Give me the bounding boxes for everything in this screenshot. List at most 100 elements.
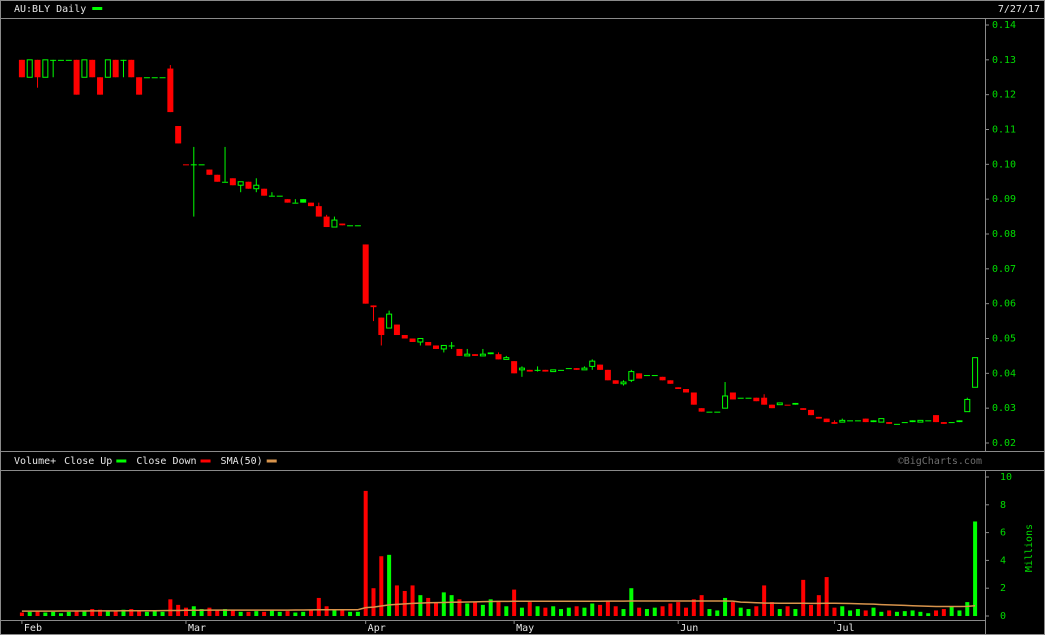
candle-body [878, 418, 885, 423]
candle-body [393, 324, 400, 336]
candle-body [940, 422, 947, 424]
y-tick-label: 0.07 [992, 264, 1016, 275]
volume-bar [35, 611, 40, 616]
volume-bar [332, 609, 337, 616]
volume-bar [223, 609, 228, 616]
candle-body [34, 59, 41, 78]
volume-bar [699, 595, 704, 616]
volume-bar [363, 490, 368, 616]
volume-bar [418, 595, 423, 616]
volume-bar [496, 602, 501, 616]
volume-bar [613, 606, 618, 616]
legend-swatch [92, 7, 103, 10]
x-tick-label: Feb [24, 623, 42, 634]
candle-body [112, 59, 119, 78]
y-tick-label: 0.06 [992, 299, 1016, 310]
volume-bar [152, 611, 157, 616]
candle-body [597, 364, 604, 370]
candle-body [956, 420, 963, 423]
candle-body [362, 244, 369, 304]
candle-body [276, 195, 283, 197]
candle-body [636, 373, 643, 379]
legend-swatch [200, 459, 211, 463]
x-tick-label: Apr [368, 623, 386, 634]
volume-title: Volume+ [14, 456, 56, 467]
candle-body [612, 380, 619, 384]
candle-body [190, 164, 197, 166]
volume-bar [90, 609, 95, 616]
volume-bar [277, 611, 282, 616]
volume-bar [879, 611, 884, 616]
candle-body [175, 126, 182, 144]
volume-bar [246, 611, 251, 616]
candle-body [268, 195, 275, 197]
volume-bar [183, 607, 188, 616]
volume-bar [676, 602, 681, 616]
volume-bar [926, 613, 931, 616]
candle-body [284, 199, 291, 203]
candle-body [683, 389, 690, 393]
candle-body [917, 419, 924, 423]
volume-bar [832, 607, 837, 616]
candle-body [511, 361, 518, 374]
y-tick-label: 0.13 [992, 55, 1016, 66]
volume-bar [191, 606, 196, 616]
candle-body [792, 402, 799, 405]
volume-bar [66, 611, 71, 616]
volume-bar [238, 611, 243, 616]
volume-bar [605, 600, 610, 616]
volume-bar [488, 599, 493, 616]
volume-bar [769, 602, 774, 616]
volume-bar [457, 599, 462, 616]
volume-bar [519, 607, 524, 616]
volume-bar [652, 607, 657, 616]
volume-bar [598, 604, 603, 616]
candle-body [698, 408, 705, 412]
volume-bar [230, 610, 235, 616]
x-tick-label: Jun [680, 623, 698, 634]
candle-body [261, 188, 268, 196]
candle-body [487, 352, 494, 355]
candle-body [42, 59, 49, 78]
volume-bar [684, 607, 689, 616]
candle-body [214, 174, 221, 182]
candle-body [300, 199, 307, 203]
volume-bar [98, 609, 103, 616]
y-tick-label: 4 [1000, 555, 1006, 566]
volume-bar [691, 599, 696, 616]
date: 7/27/17 [998, 4, 1040, 15]
candle-body [886, 422, 893, 424]
volume-bar [551, 606, 556, 616]
candle-body [651, 375, 658, 377]
volume-bar [215, 610, 220, 616]
candle-body [808, 409, 815, 416]
candle-body [628, 371, 635, 381]
volume-bar [504, 606, 509, 616]
volume-bar [902, 611, 907, 616]
candle-body [128, 59, 135, 78]
candle-body [784, 404, 791, 406]
volume-bar [590, 603, 595, 616]
volume-bar [644, 609, 649, 616]
candle-body [417, 338, 424, 343]
volume-bar [621, 609, 626, 616]
candle-body [800, 408, 807, 410]
volume-bar [262, 611, 267, 616]
y-tick-label: 0.14 [992, 20, 1016, 31]
candle-body [143, 77, 150, 79]
candle-body [167, 68, 174, 113]
candle-body [245, 181, 252, 189]
candle-body [409, 338, 416, 342]
volume-bar [730, 602, 735, 616]
candle-body [65, 59, 72, 61]
volume-bar [144, 611, 149, 616]
candle-body [425, 341, 432, 346]
volume-bar [637, 607, 642, 616]
volume-bar [27, 611, 32, 616]
y-tick-label: 0.12 [992, 90, 1016, 101]
volume-bar [480, 604, 485, 616]
candle-body [50, 59, 57, 61]
credit: ©BigCharts.com [898, 456, 982, 467]
volume-bar [809, 604, 814, 616]
candle-body [307, 202, 314, 207]
